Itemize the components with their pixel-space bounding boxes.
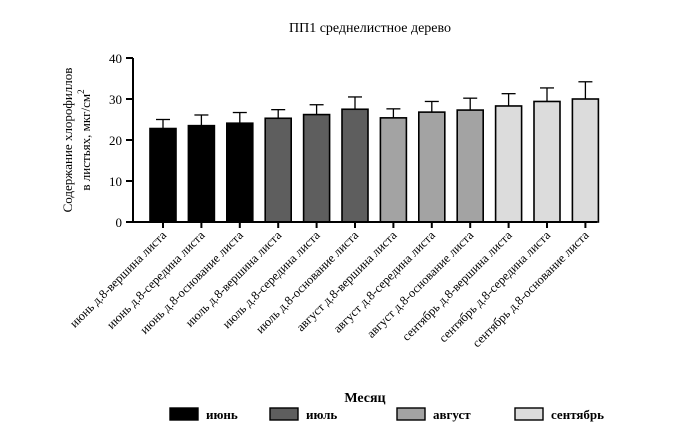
y-axis-label-line2-text: в листьях, мкг/см [78,94,93,191]
y-tick-label-10: 10 [109,174,122,189]
legend: июнь июль август сентябрь [169,407,604,422]
y-axis-label: Содержание хлорофиллов в листьях, мкг/см… [60,68,93,213]
x-axis-label: Месяц [344,391,385,406]
bar-9 [456,109,485,223]
bar-4 [264,117,293,223]
y-tick-label-40: 40 [109,51,122,66]
bar-8 [417,111,446,223]
bar-7 [379,117,408,223]
y-tick-label-30: 30 [109,92,122,107]
bar-2 [187,124,216,223]
bar-10 [494,105,523,223]
bar-3 [226,122,254,223]
y-axis-label-superscript: 2 [76,89,86,94]
legend-swatch-1 [169,407,199,421]
y-axis: 0 10 20 30 40 [109,51,134,230]
legend-label-1: июнь [206,407,238,422]
bar-6 [341,108,369,223]
legend-label-3: август [433,407,471,422]
legend-swatch-4 [514,407,544,421]
bar-11 [533,100,561,223]
bar-5 [302,113,331,223]
y-axis-label-line1: Содержание хлорофиллов [60,68,75,213]
chart-title: ПП1 среднелистное дерево [289,21,451,36]
bars-group [149,98,600,223]
error-bars-group [156,81,593,129]
y-tick-label-0: 0 [116,215,123,230]
legend-label-4: сентябрь [551,407,604,422]
legend-label-2: июль [306,407,337,422]
bar-12 [571,98,600,223]
legend-swatch-2 [269,407,299,421]
y-axis-label-line2: в листьях, мкг/см2 [76,89,93,190]
legend-swatch-3 [396,407,426,421]
x-axis [133,221,597,228]
y-tick-label-20: 20 [109,133,122,148]
bar-1 [149,127,177,223]
